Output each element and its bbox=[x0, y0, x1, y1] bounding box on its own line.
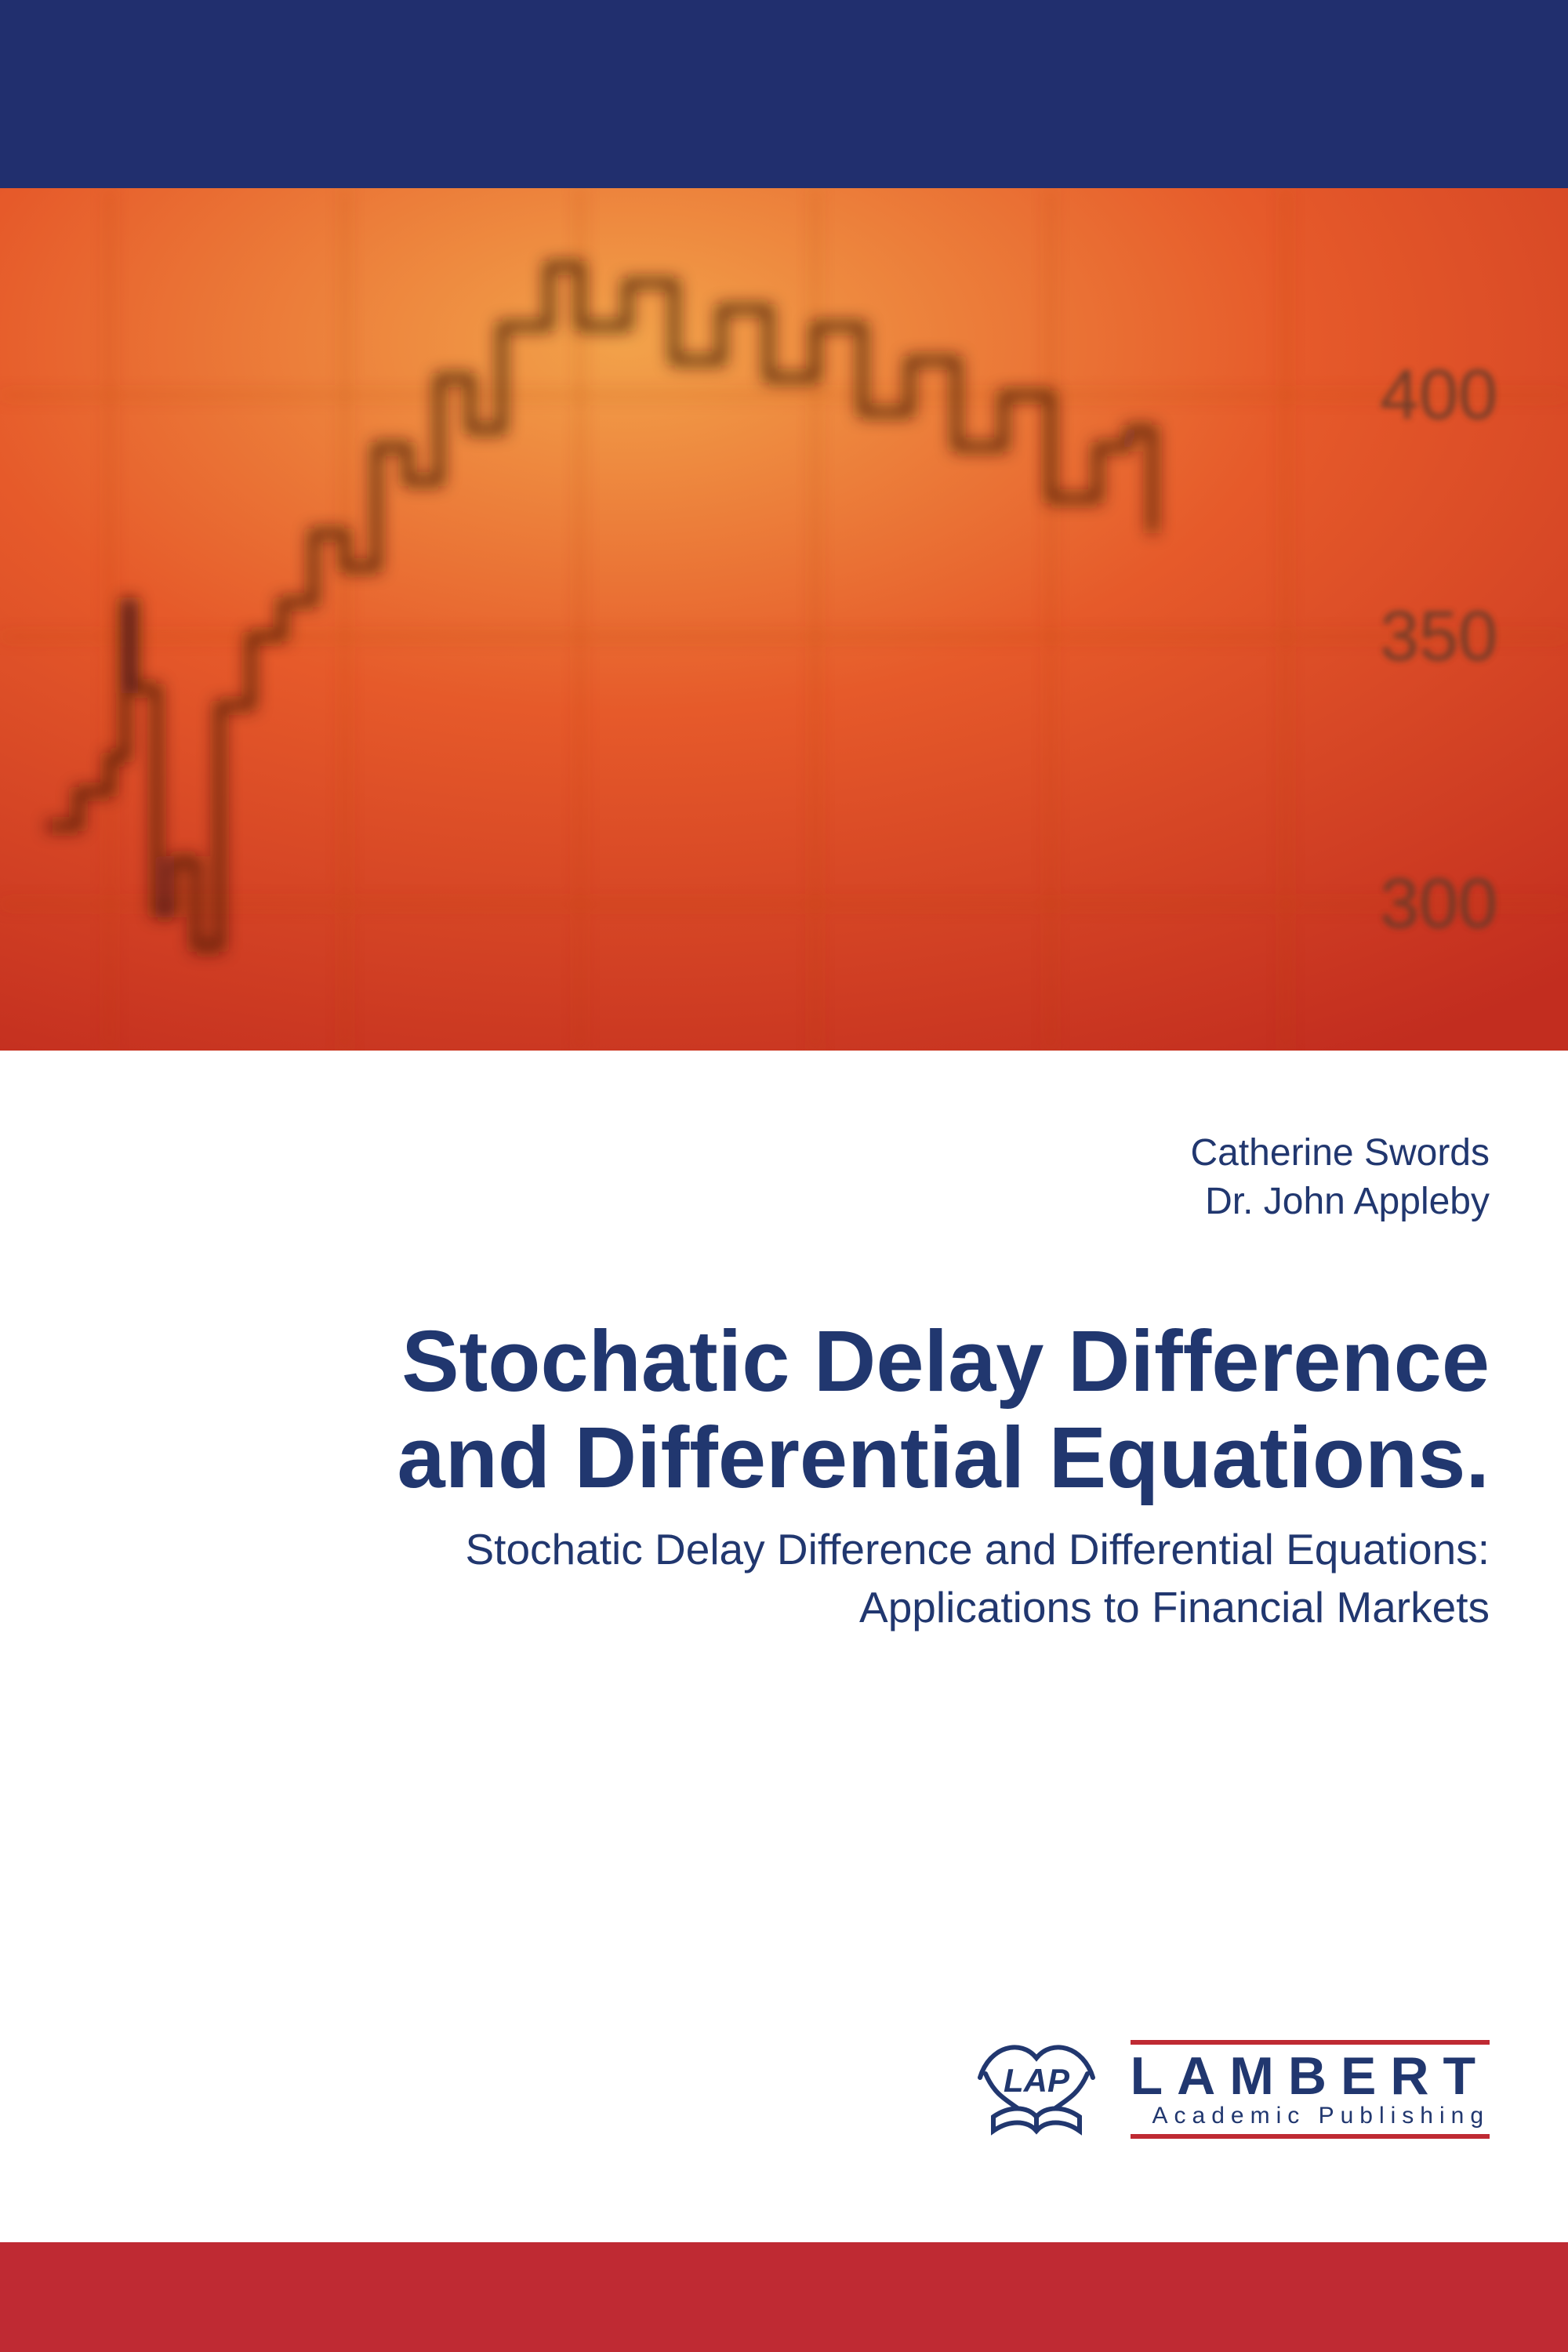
bottom-color-band bbox=[0, 2242, 1568, 2352]
author-line-2: Dr. John Appleby bbox=[78, 1178, 1490, 1226]
book-cover: 400 350 300 Catherine Swords Dr. John Appl… bbox=[0, 0, 1568, 2352]
publisher-logo: LAP LAMBERT Academic Publishing bbox=[966, 2031, 1490, 2148]
publisher-mark-icon: LAP bbox=[966, 2031, 1107, 2148]
svg-text:300: 300 bbox=[1380, 865, 1497, 943]
publisher-bottom-rule bbox=[1131, 2134, 1490, 2139]
publisher-name: LAMBERT bbox=[1131, 2045, 1490, 2104]
publisher-text: LAMBERT Academic Publishing bbox=[1131, 2040, 1490, 2139]
svg-text:LAP: LAP bbox=[1004, 2062, 1070, 2099]
top-color-band bbox=[0, 0, 1568, 188]
publisher-subtitle: Academic Publishing bbox=[1131, 2104, 1490, 2134]
title-line-1: Stochatic Delay Difference bbox=[78, 1313, 1490, 1410]
author-line-1: Catherine Swords bbox=[78, 1129, 1490, 1178]
white-strip bbox=[0, 1051, 1568, 1074]
subtitle-line-2: Applications to Financial Markets bbox=[78, 1578, 1490, 1636]
hero-chart-image: 400 350 300 bbox=[0, 188, 1568, 1051]
svg-text:400: 400 bbox=[1380, 356, 1497, 434]
subtitle-line-1: Stochatic Delay Difference and Different… bbox=[78, 1520, 1490, 1578]
svg-text:350: 350 bbox=[1380, 597, 1497, 676]
text-block: Catherine Swords Dr. John Appleby Stocha… bbox=[0, 1074, 1568, 2242]
title-line-2: and Differential Equations. bbox=[78, 1410, 1490, 1506]
